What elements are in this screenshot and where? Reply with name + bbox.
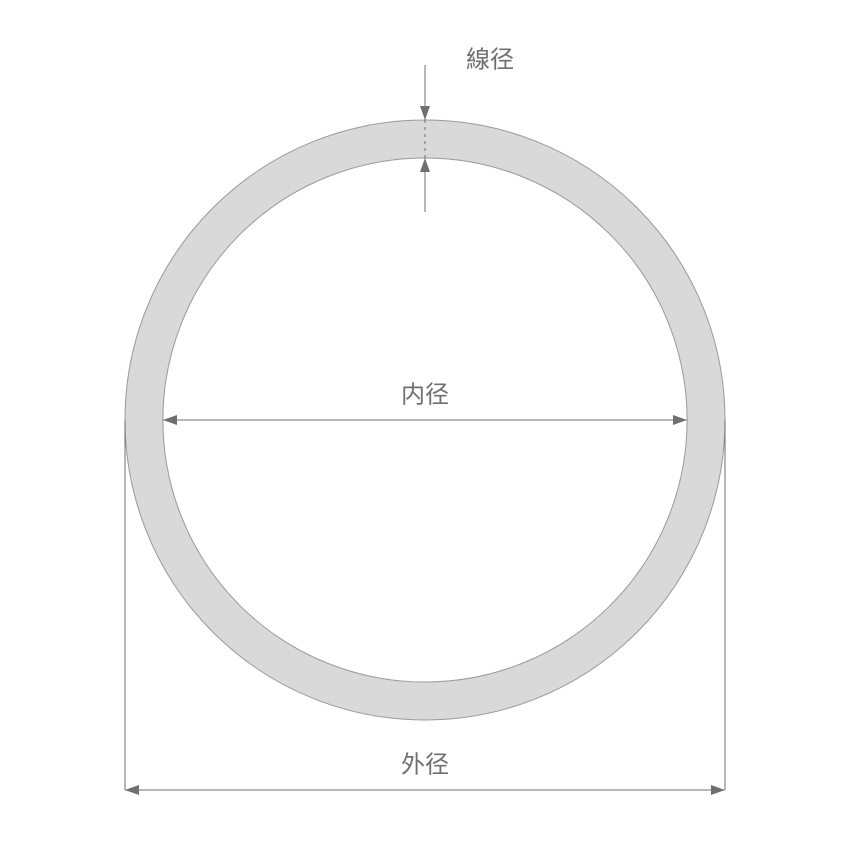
wire-diameter-label: 線径: [466, 47, 514, 74]
ring-dimension-diagram: 線径内径外径: [0, 0, 850, 850]
outer-diameter-label: 外径: [401, 752, 449, 779]
inner-diameter-label: 内径: [401, 382, 449, 409]
